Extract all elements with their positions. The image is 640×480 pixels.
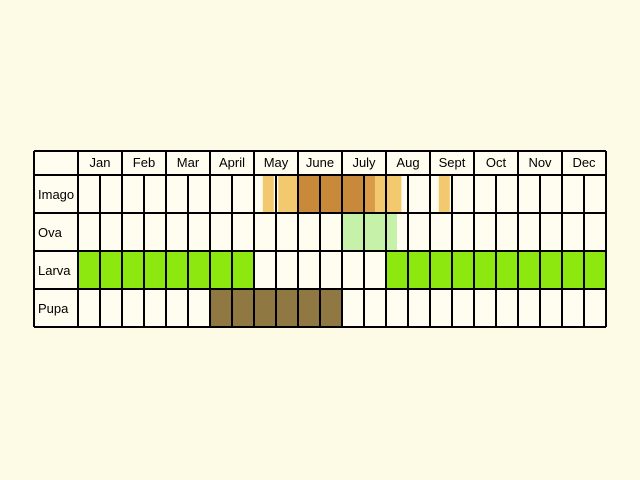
- imago-bar-6: [375, 175, 402, 213]
- month-label-jan: Jan: [90, 155, 111, 170]
- imago-bar-1: [262, 175, 274, 213]
- month-label-april: April: [219, 155, 245, 170]
- month-label-july: July: [352, 155, 376, 170]
- stage-label-column: Imago Ova Larva Pupa: [38, 187, 74, 316]
- stage-label-ova: Ova: [38, 225, 63, 240]
- month-label-oct: Oct: [486, 155, 507, 170]
- month-label-nov: Nov: [528, 155, 552, 170]
- imago-bar-5: [364, 175, 375, 213]
- month-label-sept: Sept: [439, 155, 466, 170]
- month-label-feb: Feb: [133, 155, 155, 170]
- imago-bar-2: [278, 175, 298, 213]
- imago-bar-7: [438, 175, 450, 213]
- ova-bar-1: [342, 213, 397, 251]
- month-header-row: Jan Feb Mar April May June July Aug Sept Oct Nov De…: [90, 155, 597, 170]
- month-label-dec: Dec: [572, 155, 596, 170]
- month-label-mar: Mar: [177, 155, 200, 170]
- month-label-aug: Aug: [396, 155, 419, 170]
- stage-label-pupa: Pupa: [38, 301, 69, 316]
- imago-bar-3: [298, 175, 320, 213]
- stage-label-imago: Imago: [38, 187, 74, 202]
- month-label-june: June: [306, 155, 334, 170]
- stage-label-larva: Larva: [38, 263, 71, 278]
- calendar-grid: [33, 150, 607, 328]
- month-label-may: May: [264, 155, 289, 170]
